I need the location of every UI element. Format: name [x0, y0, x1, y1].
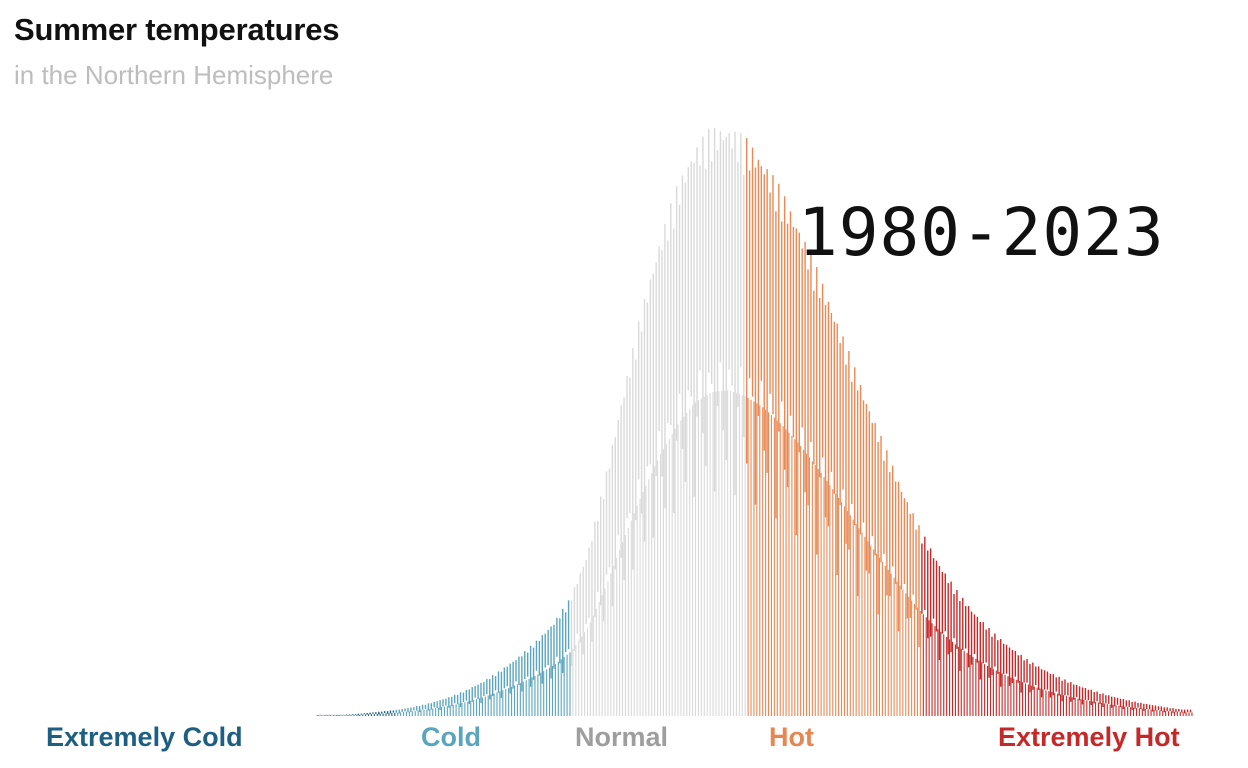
category-label-cold: Cold	[421, 722, 481, 752]
distribution-bars	[316, 127, 1193, 716]
category-label-normal: Normal	[575, 722, 669, 752]
category-label-extremely-hot: Extremely Hot	[998, 722, 1180, 752]
category-label-hot: Hot	[769, 722, 814, 752]
chart-title: Summer temperatures	[14, 12, 340, 47]
chart-subtitle: in the Northern Hemisphere	[14, 60, 334, 90]
category-label-extremely-cold: Extremely Cold	[46, 722, 243, 752]
period-annotation: 1980-2023	[798, 194, 1165, 271]
